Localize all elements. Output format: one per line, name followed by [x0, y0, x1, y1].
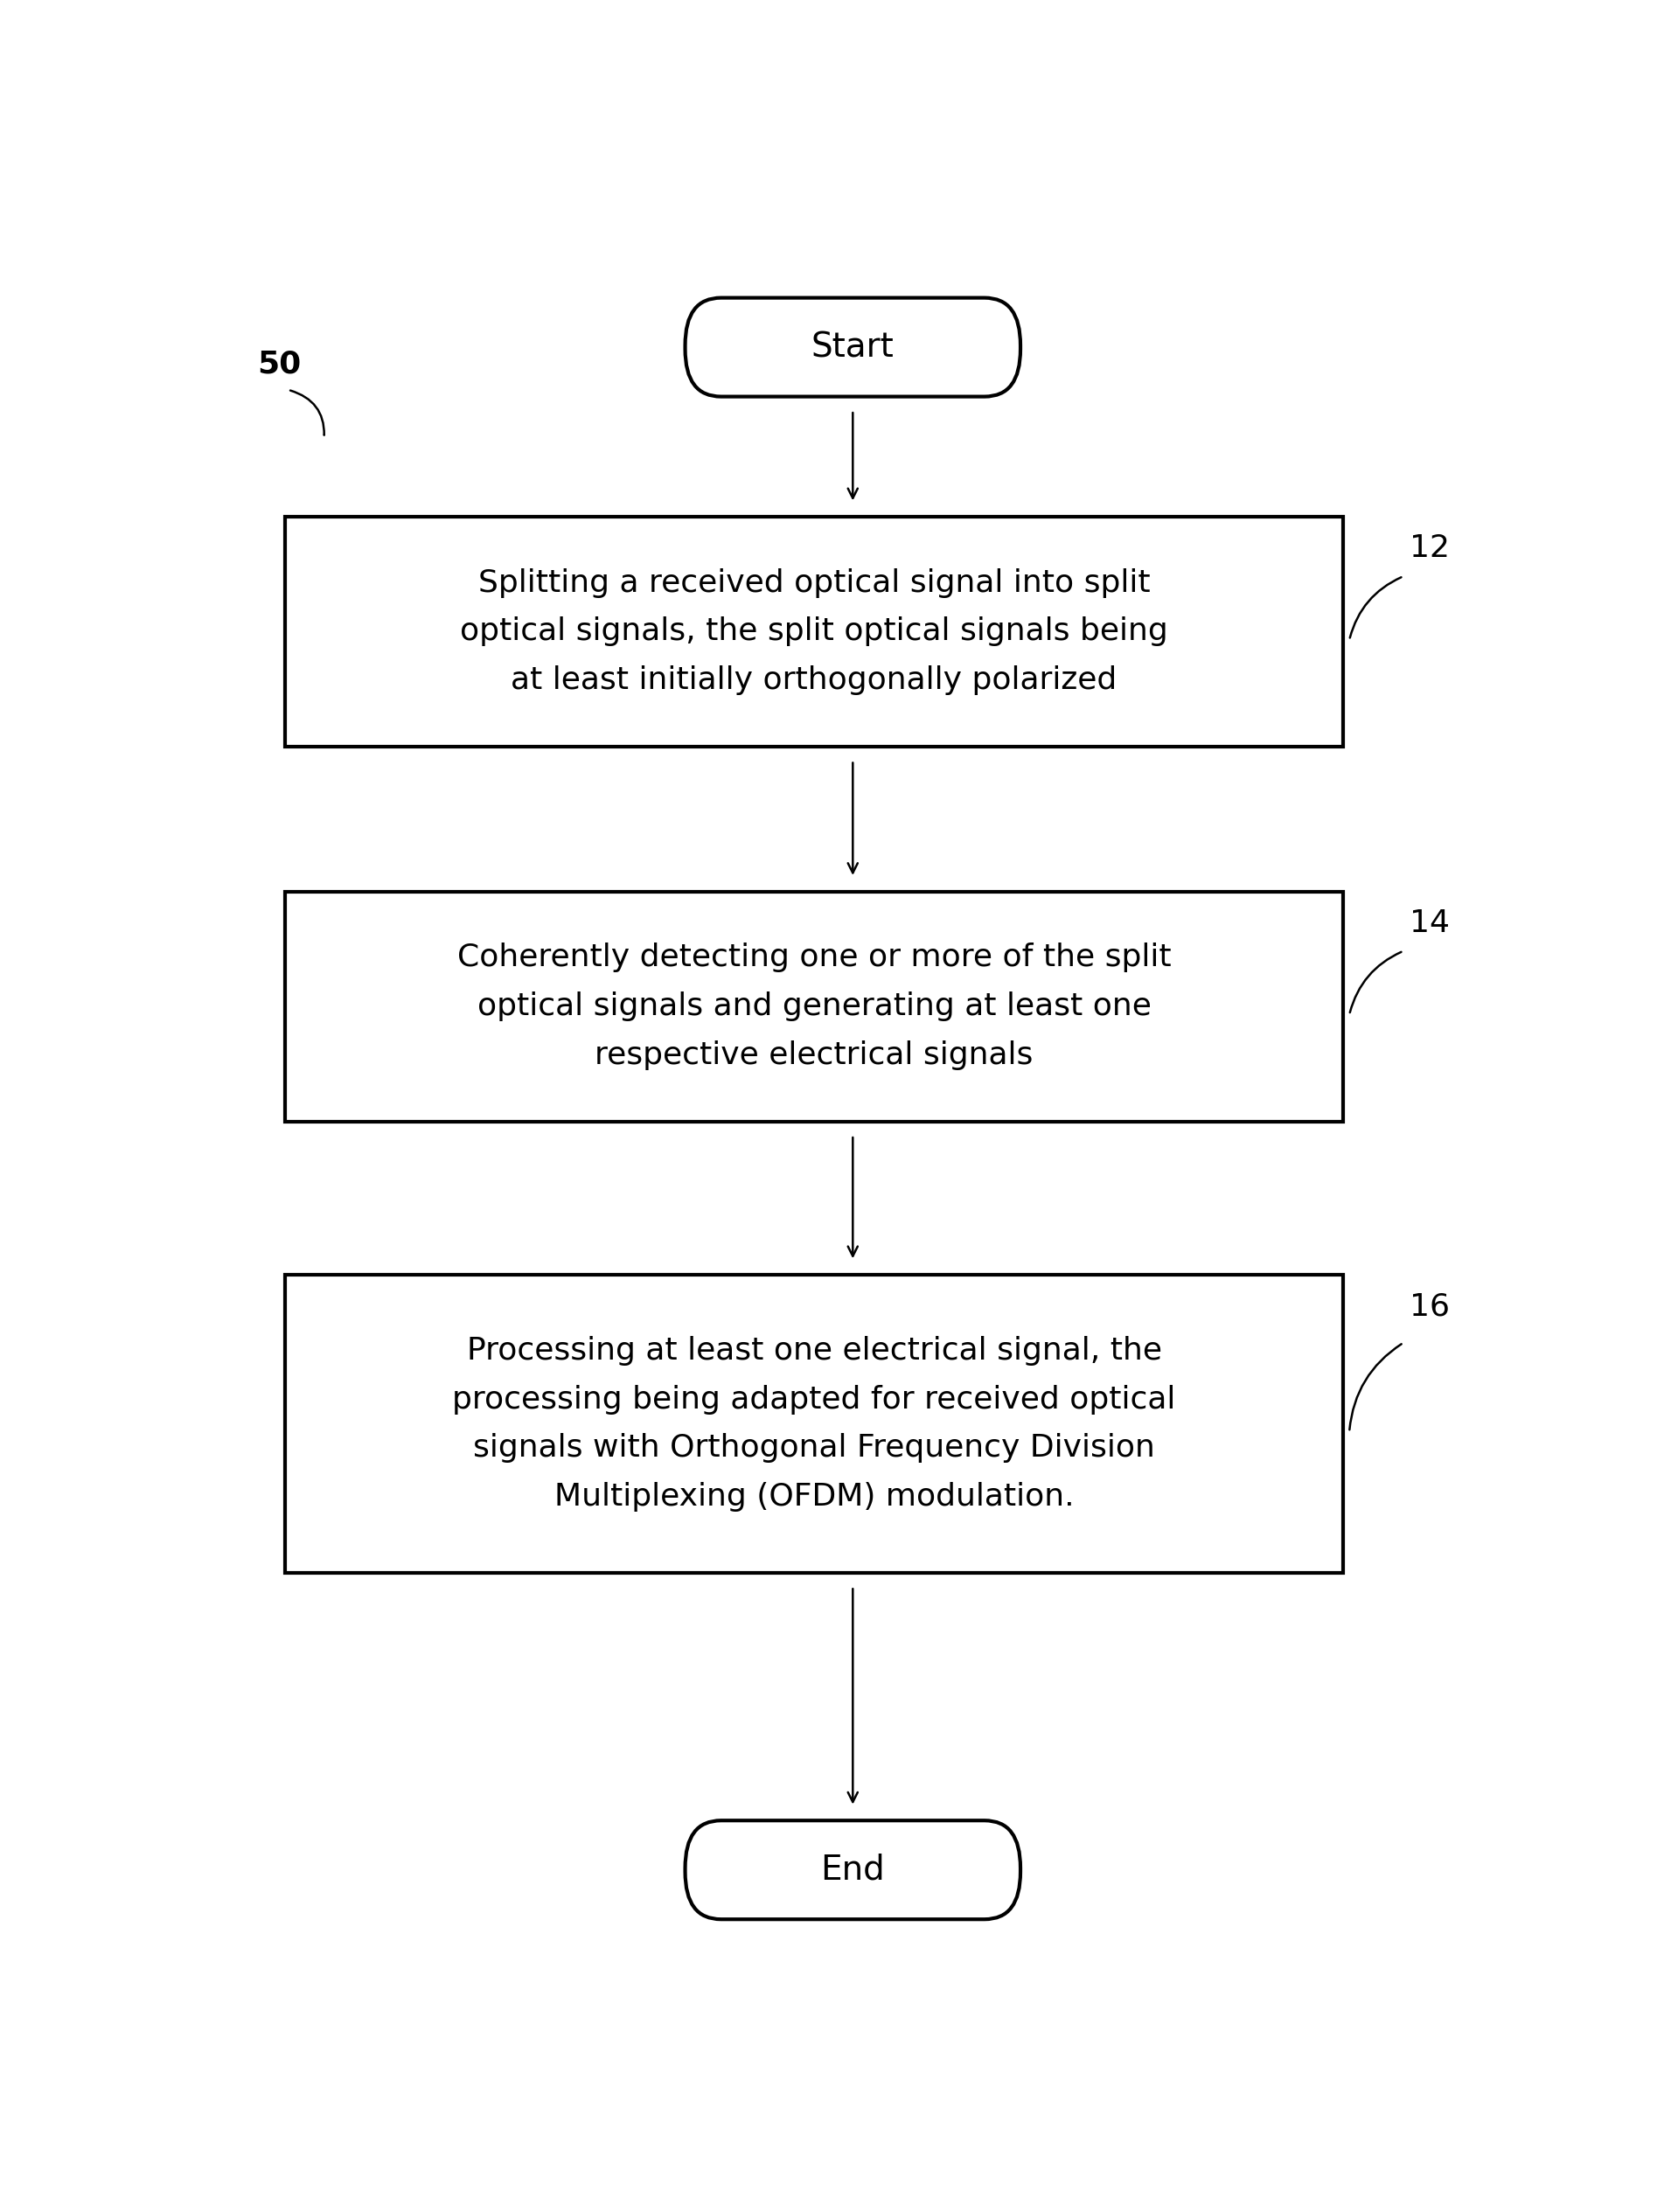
- Text: Coherently detecting one or more of the split
optical signals and generating at : Coherently detecting one or more of the …: [458, 942, 1171, 1071]
- FancyArrowPatch shape: [1350, 951, 1401, 1013]
- Bar: [286, 891, 1343, 1121]
- FancyArrowPatch shape: [1350, 577, 1401, 637]
- FancyArrowPatch shape: [290, 392, 324, 436]
- FancyArrowPatch shape: [1350, 1345, 1401, 1429]
- Text: 50: 50: [256, 349, 301, 378]
- Bar: [286, 1274, 1343, 1573]
- Text: End: End: [820, 1854, 885, 1887]
- Text: Start: Start: [812, 330, 894, 363]
- Text: 16: 16: [1409, 1292, 1449, 1321]
- Bar: [286, 518, 1343, 748]
- Text: Processing at least one electrical signal, the
processing being adapted for rece: Processing at least one electrical signa…: [453, 1336, 1176, 1511]
- Text: 14: 14: [1409, 909, 1449, 938]
- Text: Splitting a received optical signal into split
optical signals, the split optica: Splitting a received optical signal into…: [459, 568, 1168, 695]
- FancyBboxPatch shape: [686, 299, 1020, 396]
- Text: 12: 12: [1409, 533, 1449, 564]
- FancyBboxPatch shape: [686, 1820, 1020, 1920]
